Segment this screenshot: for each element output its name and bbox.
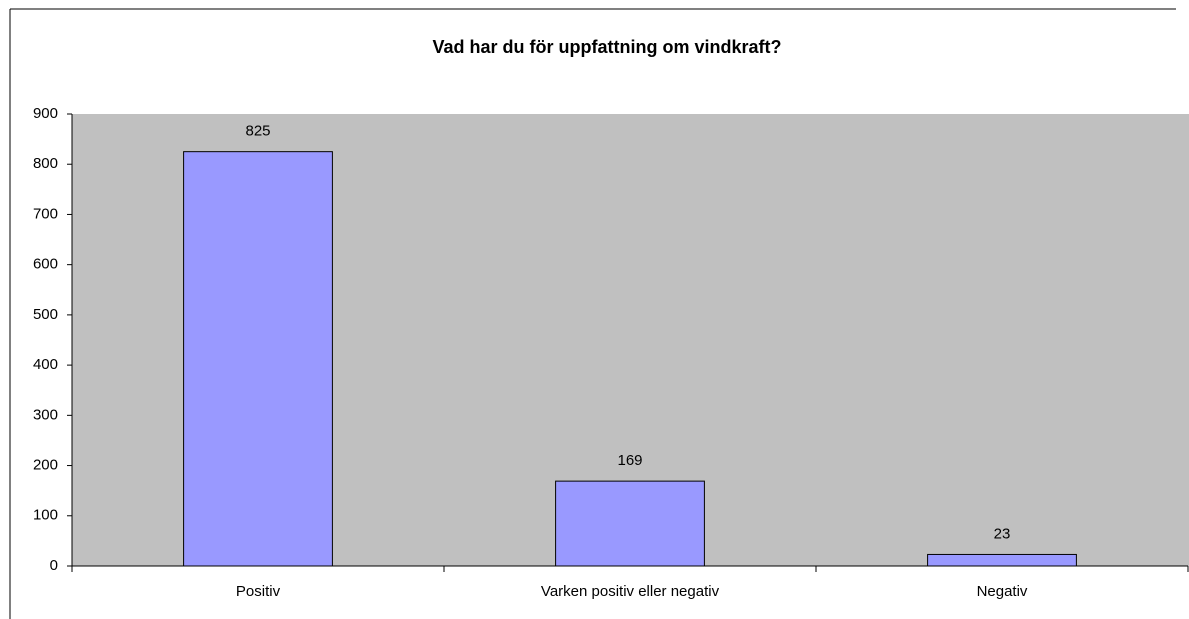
y-tick-label: 400 [33,356,58,373]
y-tick-label: 100 [33,507,58,524]
bar [555,480,705,567]
bar [183,151,333,567]
y-tick-label: 0 [50,557,58,574]
data-label: 825 [245,123,270,140]
data-label: 169 [617,452,642,469]
y-tick-label: 500 [33,306,58,323]
chart-title: Vad har du för uppfattning om vindkraft? [433,37,782,57]
y-tick-label: 300 [33,406,58,423]
data-label: 23 [994,525,1011,542]
y-tick-label: 200 [33,457,58,474]
y-tick-label: 700 [33,205,58,222]
x-tick-label: Positiv [236,583,281,600]
x-tick-label: Negativ [977,583,1028,600]
bar [927,553,1077,567]
y-tick-label: 800 [33,155,58,172]
y-tick-label: 900 [33,105,58,122]
x-tick-label: Varken positiv eller negativ [541,583,720,600]
y-tick-label: 600 [33,256,58,273]
